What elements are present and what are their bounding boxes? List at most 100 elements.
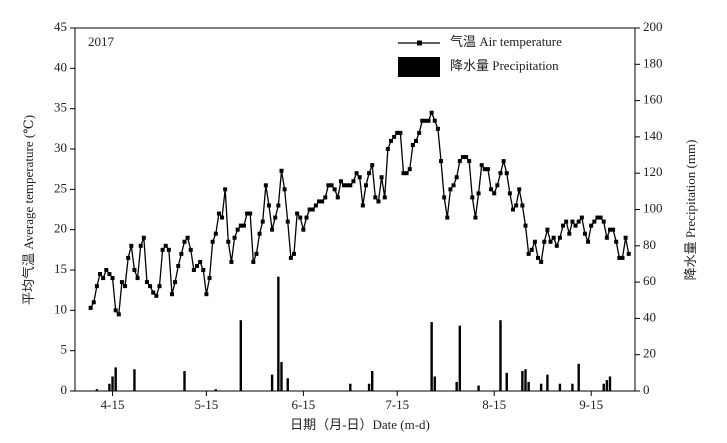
temperature-marker bbox=[154, 293, 159, 298]
temperature-marker bbox=[360, 203, 365, 208]
temperature-marker bbox=[442, 195, 447, 200]
y2-tick-label: 180 bbox=[643, 55, 663, 70]
temperature-marker bbox=[582, 231, 587, 236]
temperature-marker bbox=[439, 159, 444, 164]
x-tick-label: 9-15 bbox=[579, 397, 603, 412]
precipitation-bar bbox=[430, 322, 433, 391]
precipitation-bar bbox=[458, 325, 462, 391]
precipitation-bar bbox=[183, 371, 186, 391]
precipitation-bar bbox=[286, 378, 289, 391]
temperature-marker bbox=[348, 183, 353, 188]
temperature-marker bbox=[382, 195, 387, 200]
y-tick-label: 10 bbox=[54, 301, 67, 316]
temperature-marker bbox=[201, 268, 206, 272]
temperature-marker bbox=[266, 203, 271, 208]
temperature-marker bbox=[176, 263, 181, 268]
temperature-marker bbox=[141, 235, 146, 240]
precipitation-bar bbox=[546, 374, 549, 391]
precipitation-bar bbox=[108, 383, 111, 391]
temperature-marker bbox=[420, 118, 425, 123]
y2-tick-label: 80 bbox=[643, 237, 656, 252]
temperature-marker bbox=[495, 183, 500, 188]
temperature-marker bbox=[254, 251, 259, 256]
legend-label: 降水量 Precipitation bbox=[450, 58, 559, 73]
temperature-marker bbox=[529, 247, 534, 252]
temperature-marker bbox=[291, 251, 296, 256]
temperature-marker bbox=[579, 215, 584, 220]
temperature-marker bbox=[429, 110, 434, 115]
temperature-marker bbox=[329, 183, 334, 188]
temperature-marker bbox=[210, 239, 215, 244]
precipitation-bar bbox=[571, 383, 574, 391]
temperature-marker bbox=[229, 259, 234, 264]
temperature-marker bbox=[94, 284, 99, 289]
temperature-marker bbox=[345, 183, 350, 188]
temperature-marker bbox=[282, 187, 287, 192]
temperature-marker bbox=[157, 284, 162, 289]
precipitation-bar bbox=[277, 276, 280, 391]
precipitation-bar bbox=[558, 383, 562, 391]
temperature-marker bbox=[592, 219, 597, 224]
temperature-marker bbox=[601, 219, 606, 224]
temperature-marker bbox=[410, 142, 415, 147]
temperature-marker bbox=[232, 235, 237, 240]
temperature-marker bbox=[504, 171, 509, 176]
x-tick-label: 4-15 bbox=[101, 397, 125, 412]
y-tick-label: 0 bbox=[61, 382, 68, 397]
temperature-marker bbox=[104, 268, 109, 272]
temperature-marker bbox=[260, 219, 265, 224]
temperature-marker bbox=[373, 195, 378, 200]
y-tick-label: 45 bbox=[54, 19, 67, 34]
precipitation-bar bbox=[433, 376, 436, 391]
y-tick-label: 35 bbox=[54, 100, 67, 115]
temperature-marker bbox=[354, 171, 359, 176]
x-tick-label: 8-15 bbox=[482, 397, 506, 412]
temperature-marker bbox=[241, 223, 246, 228]
precipitation-bar bbox=[527, 381, 530, 391]
y-tick-label: 15 bbox=[54, 261, 67, 276]
x-tick-label: 5-15 bbox=[194, 397, 218, 412]
temperature-marker bbox=[626, 251, 631, 256]
legend-swatch bbox=[398, 57, 440, 77]
temperature-marker bbox=[88, 305, 93, 310]
temperature-marker bbox=[98, 272, 103, 277]
y-tick-label: 5 bbox=[61, 342, 68, 357]
temperature-marker bbox=[276, 203, 281, 208]
temperature-marker bbox=[285, 219, 290, 224]
y2-tick-label: 40 bbox=[643, 309, 656, 324]
y2-tick-label: 0 bbox=[643, 382, 650, 397]
temperature-marker bbox=[617, 255, 622, 260]
precipitation-bar bbox=[521, 371, 524, 391]
temperature-marker bbox=[557, 235, 562, 240]
temperature-marker bbox=[479, 163, 484, 168]
temperature-marker bbox=[576, 219, 581, 224]
precipitation-bar bbox=[499, 320, 502, 391]
temperature-marker bbox=[263, 183, 268, 188]
temperature-marker bbox=[498, 171, 503, 176]
temperature-marker bbox=[251, 259, 256, 264]
temperature-marker bbox=[310, 207, 315, 212]
temperature-marker bbox=[223, 187, 228, 192]
temperature-marker bbox=[545, 227, 550, 232]
y-axis-label: 平均气温 Average temperature (℃) bbox=[21, 115, 36, 305]
temperature-marker bbox=[279, 168, 284, 173]
temperature-marker bbox=[432, 118, 437, 123]
temperature-marker bbox=[317, 199, 322, 204]
temperature-marker bbox=[464, 155, 469, 160]
temperature-marker bbox=[273, 215, 278, 220]
temperature-marker bbox=[169, 292, 174, 297]
y2-axis-label: 降水量 Precipitation (mm) bbox=[683, 140, 698, 281]
temperature-marker bbox=[295, 211, 300, 216]
temperature-marker bbox=[188, 247, 193, 252]
plot-frame bbox=[74, 27, 636, 392]
temperature-marker bbox=[507, 191, 512, 196]
temperature-marker bbox=[510, 207, 515, 212]
temperature-marker bbox=[342, 183, 347, 188]
temperature-marker bbox=[148, 284, 153, 289]
x-axis-label: 日期（月-日）Date (m-d) bbox=[290, 417, 430, 432]
precipitation-bar bbox=[539, 383, 543, 391]
temperature-marker bbox=[191, 268, 196, 272]
temperature-marker bbox=[326, 183, 331, 188]
temperature-marker bbox=[332, 187, 337, 192]
